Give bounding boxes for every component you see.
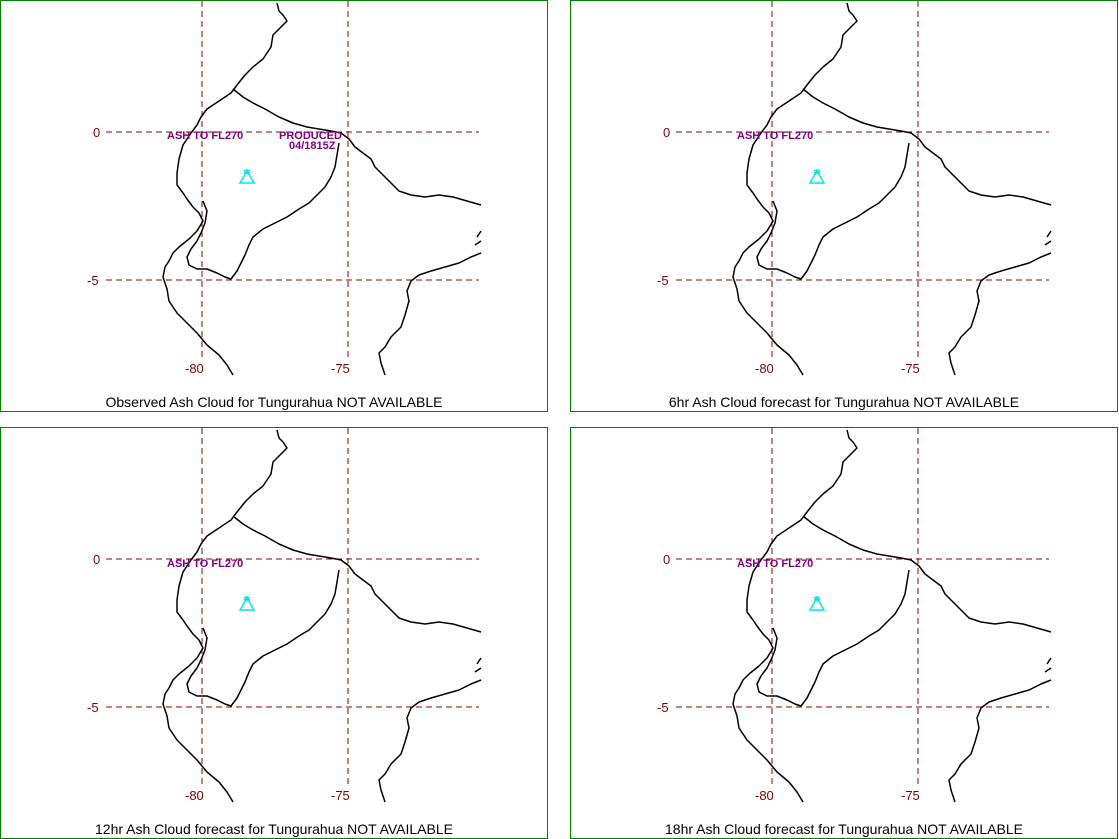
panel-observed: 0 -5 -80 -75 ASH TO FL270 PRODUCED 04/18… xyxy=(0,0,548,412)
produced-time: 04/1815Z xyxy=(289,140,336,152)
lat-tick-0: 0 xyxy=(663,125,671,140)
lon-tick-minus80: -80 xyxy=(755,788,774,803)
panel-12hr: 0 -5 -80 -75 ASH TO FL270 12hr Ash Cloud… xyxy=(0,427,548,839)
panel-18hr: 0 -5 -80 -75 ASH TO FL270 18hr Ash Cloud… xyxy=(570,427,1118,839)
map-canvas xyxy=(1,1,548,412)
lon-tick-minus75: -75 xyxy=(901,361,920,376)
ash-label: ASH TO FL270 xyxy=(167,558,244,570)
lat-tick-0: 0 xyxy=(663,552,671,567)
lat-tick-minus5: -5 xyxy=(87,273,99,288)
produced-label: PRODUCED xyxy=(279,130,342,142)
lat-tick-minus5: -5 xyxy=(657,273,669,288)
map-canvas xyxy=(571,1,1118,412)
volcano-triangle-icon xyxy=(807,594,827,614)
panel-caption: 12hr Ash Cloud forecast for Tungurahua N… xyxy=(95,821,453,837)
lon-tick-minus75: -75 xyxy=(331,788,350,803)
lat-tick-minus5: -5 xyxy=(657,700,669,715)
map-canvas xyxy=(1,428,548,839)
volcano-triangle-icon xyxy=(237,594,257,614)
panel-caption: 6hr Ash Cloud forecast for Tungurahua NO… xyxy=(668,394,1020,410)
lon-tick-minus75: -75 xyxy=(331,361,350,376)
lon-tick-minus80: -80 xyxy=(755,361,774,376)
volcano-triangle-icon xyxy=(807,167,827,187)
ash-label: ASH TO FL270 xyxy=(737,130,814,142)
volcano-triangle-icon xyxy=(237,167,257,187)
ash-label: ASH TO FL270 xyxy=(167,130,244,142)
lat-tick-0: 0 xyxy=(93,125,101,140)
lat-tick-0: 0 xyxy=(93,552,101,567)
panel-caption: Observed Ash Cloud for Tungurahua NOT AV… xyxy=(105,394,443,410)
panel-6hr: 0 -5 -80 -75 ASH TO FL270 6hr Ash Cloud … xyxy=(570,0,1118,412)
lon-tick-minus80: -80 xyxy=(185,361,204,376)
ash-label: ASH TO FL270 xyxy=(737,558,814,570)
panel-caption: 18hr Ash Cloud forecast for Tungurahua N… xyxy=(665,821,1023,837)
lat-tick-minus5: -5 xyxy=(87,700,99,715)
lon-tick-minus75: -75 xyxy=(901,788,920,803)
lon-tick-minus80: -80 xyxy=(185,788,204,803)
map-canvas xyxy=(571,428,1118,839)
